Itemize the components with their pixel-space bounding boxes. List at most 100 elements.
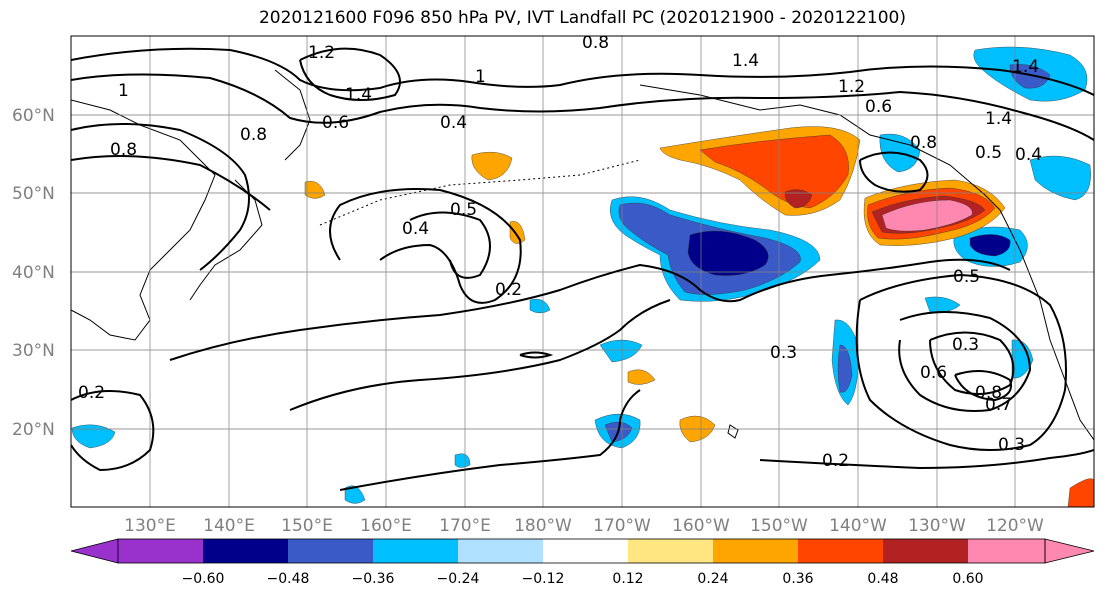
contour-label: 0.8 xyxy=(110,140,137,160)
contour-label: 0.6 xyxy=(322,113,349,133)
colorbar-cell xyxy=(203,539,288,563)
positive-anomaly-gulf-alaska-mid xyxy=(699,134,849,209)
contour-label: 0.6 xyxy=(865,97,892,117)
lon-label: 130°E xyxy=(124,516,176,536)
contour-line xyxy=(289,299,671,411)
contour-label: 0.8 xyxy=(975,383,1002,403)
colorbar-cell xyxy=(543,539,628,563)
negative-anomaly-pacific-nw-core xyxy=(969,234,1011,257)
lon-label: 160°E xyxy=(360,516,412,536)
contour-line xyxy=(71,73,1094,141)
contour-label: 0.2 xyxy=(822,451,849,471)
contour-line xyxy=(71,123,250,271)
contour-layer xyxy=(71,47,1094,491)
contour-line xyxy=(339,389,641,491)
negative-anomaly-south-1 xyxy=(344,485,366,504)
colorbar-tick-label: −0.36 xyxy=(352,571,395,587)
contour-label: 1.4 xyxy=(345,85,372,105)
positive-anomaly-small-1 xyxy=(509,221,526,244)
contour-line xyxy=(855,273,1067,451)
contour-line xyxy=(299,47,401,101)
contour-line xyxy=(169,258,1011,361)
colorbar-tick-label: 0.60 xyxy=(952,571,983,587)
colorbar-cell xyxy=(883,539,968,563)
colorbar-tick-label: 0.12 xyxy=(612,571,643,587)
positive-anomaly-gulf-alaska-core xyxy=(784,189,813,209)
plot-frame xyxy=(70,35,1095,508)
contour-label: 1.2 xyxy=(308,43,335,63)
contour-label: 0.4 xyxy=(440,113,467,133)
lat-label-50n: 50°N xyxy=(12,184,55,204)
contour-label: 0.2 xyxy=(495,280,522,300)
colorbar-cell xyxy=(373,539,458,563)
lat-label-30n: 30°N xyxy=(12,341,55,361)
colorbar-cell xyxy=(713,539,798,563)
contour-line xyxy=(71,155,271,211)
contour-line xyxy=(71,390,155,472)
contour-line xyxy=(519,351,554,359)
colorbar-tick-label: 0.48 xyxy=(867,571,898,587)
kamchatka-coastline xyxy=(274,69,311,161)
colorbar-cell xyxy=(628,539,713,563)
longitude-labels: 130°E 140°E 150°E 160°E 170°E 180°W 170°… xyxy=(124,516,1044,536)
negative-anomaly-central-pacific-core xyxy=(687,230,769,276)
contour-label: 0.8 xyxy=(910,133,937,153)
contour-label: 0.5 xyxy=(975,143,1002,163)
contour-label: 0.3 xyxy=(952,335,979,355)
latitude-labels: 60°N 50°N 40°N 30°N 20°N xyxy=(12,106,55,440)
lon-label: 180°W xyxy=(514,516,572,536)
contour-label: 1.4 xyxy=(732,51,759,71)
gridlines xyxy=(71,36,1094,507)
colorbar-cell xyxy=(118,539,203,563)
negative-anomaly-small-2 xyxy=(529,298,551,314)
hawaii-islands xyxy=(727,424,739,439)
contour-labels: 1.2 1.4 1.4 1.2 1 0.8 0.4 0.5 0.4 0.2 0.… xyxy=(78,33,1042,471)
contour-line xyxy=(898,311,1032,412)
contour-line xyxy=(71,47,1094,96)
positive-anomaly-pnw-core xyxy=(881,199,973,232)
colorbar: −0.60 −0.48 −0.36 −0.24 −0.12 0.12 0.24 … xyxy=(70,538,1095,587)
negative-anomaly-canada-core xyxy=(1009,64,1051,89)
lon-label: 120°W xyxy=(986,516,1044,536)
positive-anomaly-small-3 xyxy=(627,369,656,385)
contour-label: 1.4 xyxy=(1012,57,1039,77)
contour-label: 0.6 xyxy=(920,363,947,383)
lon-label: 160°W xyxy=(672,516,730,536)
japan-coastline xyxy=(189,179,263,301)
lon-label: 130°W xyxy=(908,516,966,536)
contour-label: 0.8 xyxy=(240,125,267,145)
negative-anomaly-south-2 xyxy=(454,453,471,468)
colorbar-tick-label: −0.60 xyxy=(182,571,225,587)
coastline-layer xyxy=(71,69,1094,441)
contour-line xyxy=(409,211,491,279)
negative-anomaly-pacific-coast xyxy=(1029,155,1091,201)
contour-label: 0.8 xyxy=(582,33,609,53)
colorbar-tick-label: 0.36 xyxy=(782,571,813,587)
contour-label: 0.5 xyxy=(953,267,980,287)
colorbar-tick-label: 0.24 xyxy=(697,571,728,587)
contour-label: 1.2 xyxy=(838,77,865,97)
lat-label-20n: 20°N xyxy=(12,420,55,440)
colorbar-cell xyxy=(798,539,883,563)
positive-anomaly-north-pacific xyxy=(471,151,513,181)
lon-label: 170°W xyxy=(593,516,651,536)
negative-anomaly-small-1 xyxy=(599,339,643,363)
contour-label: 0.2 xyxy=(78,383,105,403)
lon-label: 150°W xyxy=(750,516,808,536)
lon-label: 150°E xyxy=(281,516,333,536)
contour-label: 1 xyxy=(475,67,486,87)
map-title: 2020121600 F096 850 hPa PV, IVT Landfall… xyxy=(258,8,906,28)
lat-label-60n: 60°N xyxy=(12,106,55,126)
plot-area xyxy=(71,36,1094,507)
contour-label: 0.7 xyxy=(985,395,1012,415)
alaska-coastline xyxy=(639,84,1001,211)
colorbar-cell xyxy=(70,538,119,564)
contour-line xyxy=(859,151,929,193)
contour-label: 0.4 xyxy=(1015,145,1042,165)
colorbar-tick-label: −0.48 xyxy=(267,571,310,587)
positive-anomaly-small-2 xyxy=(304,181,326,199)
lon-label: 140°E xyxy=(203,516,255,536)
lon-label: 170°E xyxy=(439,516,491,536)
colorbar-cell xyxy=(288,539,373,563)
